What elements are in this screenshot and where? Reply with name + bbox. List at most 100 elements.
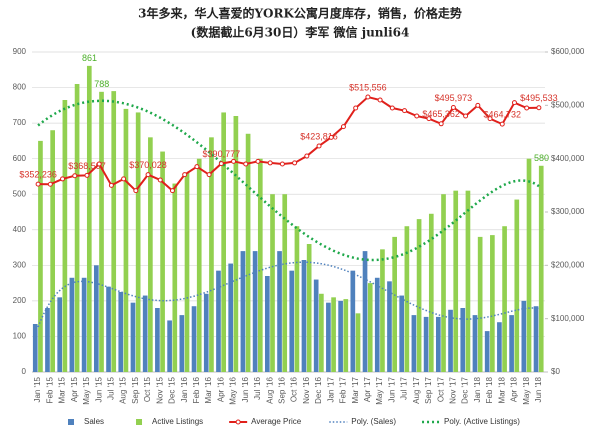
data-label: 788 [94,79,109,89]
marker [267,160,273,166]
marker [84,172,90,178]
marker [450,104,456,110]
x-tick-label: Nov '15 [155,376,164,403]
y-tick-label: 100 [13,332,27,341]
bar [387,281,392,372]
bar [331,297,336,372]
x-tick-label: Mar '17 [351,376,360,403]
x-tick-label: Jan '16 [180,376,189,402]
marker [353,105,359,111]
bar [374,277,380,372]
x-tick-label: Mar '15 [58,376,67,403]
legend-label: Sales [84,417,104,426]
bar [326,302,331,372]
bar [490,235,495,372]
x-tick-label: Feb '16 [192,376,201,403]
data-label: 861 [82,53,97,63]
bar [428,213,434,372]
marker [121,176,127,182]
marker [96,161,102,167]
data-label: $464,732 [483,110,521,120]
x-tick-label: Nov '17 [449,376,458,403]
y2-tick-label: $500,000 [551,100,585,109]
x-tick-label: Jan '15 [33,376,42,402]
bar [81,277,87,372]
bar [191,306,197,372]
x-tick-label: Mar '16 [204,376,213,403]
bar [221,112,226,372]
marker [133,188,139,194]
bar [74,84,80,372]
marker [340,124,346,130]
y-tick-label: 300 [13,260,27,269]
bar [38,140,43,372]
bar [245,133,251,372]
bar [209,137,214,372]
bar [404,226,410,372]
bar [257,158,263,372]
x-tick-label: Dec '17 [461,376,470,403]
marker [108,182,114,188]
bar [216,270,221,372]
data-label: $465,362 [422,109,460,119]
marker [377,97,383,103]
x-tick-label: Jan '17 [326,376,335,402]
x-tick-label: May '18 [522,376,531,404]
bar [460,308,466,372]
x-tick-label: Jun '15 [94,376,103,402]
bar [179,315,185,372]
x-tick-label: Apr '18 [510,376,519,402]
bar [167,320,172,372]
marker [218,161,224,167]
bar [160,151,165,372]
bar [282,194,288,372]
marker [60,176,66,182]
bar [111,91,117,372]
bar [399,295,405,372]
x-tick-label: Feb '17 [339,376,348,403]
x-tick-label: Jul '16 [253,376,262,399]
bar [270,194,275,372]
marker [292,160,298,166]
data-label: 580 [534,153,549,163]
bar [423,316,429,372]
bar [416,219,422,372]
marker [365,94,371,100]
marker [536,105,542,111]
y-tick-label: 0 [22,367,27,376]
legend-label: Average Price [251,417,302,426]
bar [196,158,202,372]
bar [99,91,104,373]
x-tick-label: Apr '15 [70,376,79,402]
x-tick-label: Sep '15 [131,376,140,403]
bar [448,309,453,372]
bar [289,270,295,372]
marker [304,153,310,159]
bar [350,270,356,372]
marker [279,161,285,167]
x-tick-label: Sep '16 [278,376,287,403]
bar [514,199,520,372]
y-tick-label: 600 [13,154,27,163]
legend-swatch [136,419,143,425]
data-label: $390,777 [203,149,241,159]
bar [240,251,246,372]
bar [106,286,111,372]
marker [499,121,505,127]
x-tick-label: Apr '17 [363,376,372,402]
x-tick-label: Aug '15 [119,376,128,403]
bar [123,108,129,372]
x-tick-label: May '15 [82,376,91,404]
marker [414,113,420,119]
bar [502,226,507,372]
marker [389,105,395,111]
x-tick-label: Nov '16 [302,376,311,403]
x-tick-label: Sep '17 [424,376,433,403]
bar [118,292,124,372]
marker [145,172,151,178]
bar [477,236,483,372]
y2-tick-label: $400,000 [551,154,585,163]
bar [203,293,209,372]
bar [319,293,324,372]
marker [169,188,175,194]
